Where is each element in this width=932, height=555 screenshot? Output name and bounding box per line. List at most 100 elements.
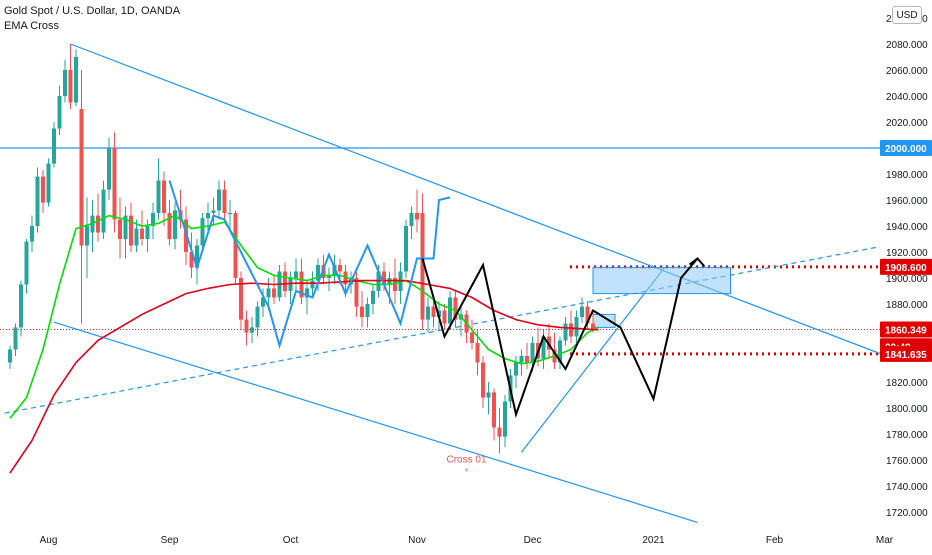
price-tick-label: 1960.000 xyxy=(886,196,928,207)
ema-lines xyxy=(10,216,599,473)
candle-body xyxy=(371,291,375,304)
trendline-1 xyxy=(71,44,932,374)
candle-body xyxy=(47,164,51,203)
chart-legend[interactable]: Gold Spot / U.S. Dollar, 1D, OANDA EMA C… xyxy=(4,4,180,34)
target-zone-rect xyxy=(593,268,731,294)
candle-body xyxy=(162,181,166,214)
candle-body xyxy=(140,229,144,239)
candle-body xyxy=(212,210,216,213)
trendlines[interactable] xyxy=(5,0,932,522)
candle-body xyxy=(58,96,62,129)
candle-body xyxy=(223,190,227,213)
candle-body xyxy=(443,311,447,324)
candle-body xyxy=(30,226,34,242)
candle-body xyxy=(498,428,502,437)
candle-body xyxy=(25,242,29,285)
price-tick-label: 1880.000 xyxy=(886,300,928,311)
annotations: Cross 01× xyxy=(446,455,486,475)
indicator-title[interactable]: EMA Cross xyxy=(4,19,180,34)
cross-annotation-marker: × xyxy=(464,468,468,475)
trendline-2 xyxy=(54,322,698,522)
currency-badge[interactable]: USD xyxy=(892,6,922,24)
candle-body xyxy=(245,320,249,333)
candle-body xyxy=(514,363,518,376)
price-tick-label: 2040.000 xyxy=(886,92,928,103)
candle-body xyxy=(85,226,89,246)
candle-body xyxy=(118,220,122,240)
price-tick-label: 1900.000 xyxy=(886,274,928,285)
candle-body xyxy=(267,288,271,297)
candle-body xyxy=(8,350,12,363)
price-tick-label: 1800.000 xyxy=(886,404,928,415)
candle-body xyxy=(201,218,205,245)
price-axis[interactable]: 1720.0001740.0001760.0001780.0001800.000… xyxy=(880,0,932,550)
candle-body xyxy=(102,190,106,233)
candle-body xyxy=(14,327,18,349)
price-tick-label: 2020.000 xyxy=(886,118,928,129)
candle-body xyxy=(410,213,414,226)
time-tick-label: Sep xyxy=(161,535,179,546)
price-tick-label: 1980.000 xyxy=(886,170,928,181)
candle-body xyxy=(311,281,315,289)
candle-body xyxy=(569,324,573,337)
candle-body xyxy=(113,148,117,220)
price-tick-label: 1940.000 xyxy=(886,222,928,233)
candle-body xyxy=(36,177,40,226)
time-tick-label: Dec xyxy=(524,535,542,546)
candle-body xyxy=(481,363,485,398)
candle-body xyxy=(283,272,287,292)
candle-body xyxy=(432,307,436,317)
price-tick-label: 1760.000 xyxy=(886,456,928,467)
candle-body xyxy=(487,392,491,397)
candle-body xyxy=(415,213,419,220)
price-badge-label: 1860.349 xyxy=(885,326,927,337)
candle-body xyxy=(355,278,359,307)
candle-body xyxy=(366,304,370,317)
candle-body xyxy=(250,327,254,332)
time-tick-label: 2021 xyxy=(642,535,665,546)
candles xyxy=(8,44,595,454)
candle-body xyxy=(256,307,260,328)
candle-body xyxy=(525,356,529,363)
candle-body xyxy=(146,226,150,239)
time-tick-label: Aug xyxy=(40,535,58,546)
target-zone[interactable] xyxy=(593,268,731,328)
candle-body xyxy=(129,216,133,246)
price-tick-label: 1820.000 xyxy=(886,378,928,389)
candle-body xyxy=(520,356,524,363)
price-badge-label: 1908.600 xyxy=(885,263,927,274)
candle-body xyxy=(157,181,161,214)
candle-body xyxy=(470,333,474,343)
price-tick-label: 1720.000 xyxy=(886,508,928,519)
candle-body xyxy=(173,210,177,239)
candle-body xyxy=(476,343,480,363)
candle-body xyxy=(580,307,584,317)
candle-body xyxy=(80,109,84,246)
price-tick-label: 1740.000 xyxy=(886,482,928,493)
price-tick-label: 1920.000 xyxy=(886,248,928,259)
time-tick-label: Feb xyxy=(766,535,784,546)
time-tick-label: Mar xyxy=(876,535,894,546)
candle-body xyxy=(228,213,232,214)
candle-body xyxy=(135,229,139,246)
candle-body xyxy=(69,70,73,103)
candle-body xyxy=(96,216,100,233)
candle-body xyxy=(19,285,23,328)
candle-body xyxy=(564,324,568,341)
candle-body xyxy=(404,226,408,272)
candle-body xyxy=(217,190,221,211)
candle-body xyxy=(52,129,56,164)
price-tick-label: 2080.000 xyxy=(886,40,928,51)
price-tick-label: 2060.000 xyxy=(886,66,928,77)
candle-body xyxy=(41,177,45,203)
symbol-title[interactable]: Gold Spot / U.S. Dollar, 1D, OANDA xyxy=(4,4,180,19)
candle-body xyxy=(74,57,78,103)
candle-body xyxy=(272,288,276,297)
candle-body xyxy=(575,317,579,337)
candle-body xyxy=(206,213,210,218)
time-tick-label: Nov xyxy=(408,535,426,546)
candle-body xyxy=(63,70,67,96)
